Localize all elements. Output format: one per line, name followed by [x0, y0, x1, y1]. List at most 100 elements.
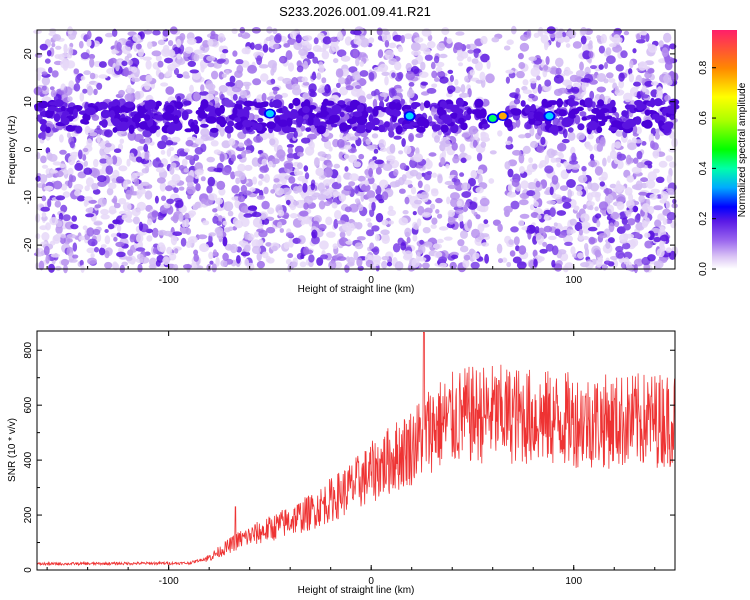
heatmap-band-cell	[395, 102, 402, 111]
heatmap-cell	[111, 155, 118, 165]
heatmap-band-cell	[352, 111, 363, 118]
y-tick-label: 0	[23, 146, 34, 152]
heatmap-cell	[66, 233, 77, 239]
heatmap-cell	[80, 75, 86, 81]
colorbar-gradient	[712, 30, 737, 269]
heatmap-cell	[174, 248, 179, 254]
heatmap-cell	[176, 53, 182, 60]
heatmap-cell	[160, 82, 169, 87]
heatmap-band-cell	[646, 101, 656, 107]
heatmap-cell	[220, 53, 226, 60]
heatmap-cell	[566, 228, 571, 236]
heatmap-cell	[285, 232, 294, 238]
heatmap-cell	[354, 198, 361, 204]
heatmap-band-cell	[82, 113, 91, 122]
heatmap-cell	[655, 176, 665, 183]
heatmap-cell	[458, 62, 464, 67]
heatmap-cell	[260, 73, 269, 82]
heatmap-cell	[353, 161, 362, 168]
heatmap-cell	[228, 138, 236, 146]
heatmap-cell	[147, 41, 153, 49]
heatmap-cell	[339, 231, 346, 239]
heatmap-hotspot	[265, 110, 274, 118]
heatmap-cell	[245, 84, 250, 90]
heatmap-band-cell	[372, 107, 379, 117]
heatmap-cell	[157, 242, 166, 252]
heatmap-cell	[148, 264, 157, 269]
heatmap-cell	[93, 158, 99, 168]
heatmap-cell	[384, 40, 390, 48]
heatmap-cell	[43, 245, 50, 256]
heatmap-cell	[111, 48, 117, 55]
heatmap-cell	[397, 46, 404, 53]
heatmap-band-cell	[292, 97, 301, 107]
heatmap-cell	[193, 253, 199, 262]
heatmap-cell	[241, 47, 250, 55]
heatmap-cell	[629, 60, 634, 69]
heatmap-cell	[599, 181, 605, 187]
heatmap-cell	[253, 135, 264, 143]
heatmap-cell	[131, 77, 141, 82]
heatmap-cell	[616, 153, 627, 161]
heatmap-cell	[582, 236, 589, 240]
heatmap-cell	[283, 241, 290, 250]
heatmap-cell	[200, 64, 205, 73]
heatmap-cell	[528, 93, 535, 99]
heatmap-cell	[193, 49, 204, 55]
heatmap-cell	[435, 61, 445, 68]
heatmap-cell	[157, 140, 167, 150]
heatmap-cell	[394, 261, 404, 271]
heatmap-cell	[98, 247, 106, 256]
heatmap-cell	[111, 177, 117, 184]
heatmap-cell	[206, 185, 213, 194]
heatmap-cell	[557, 249, 567, 255]
heatmap-cell	[103, 147, 111, 154]
heatmap-cell	[459, 143, 466, 153]
heatmap-cell	[433, 251, 443, 259]
heatmap-cell	[519, 166, 525, 174]
heatmap-cell	[60, 258, 70, 266]
heatmap-cell	[236, 255, 241, 264]
heatmap-cell	[420, 61, 426, 71]
heatmap-cell	[326, 231, 336, 238]
heatmap-cell	[551, 175, 559, 185]
heatmap-band-cell	[346, 118, 357, 125]
heatmap-band-cell	[450, 124, 459, 134]
heatmap-cell	[504, 161, 511, 170]
heatmap-cell	[561, 197, 572, 204]
heatmap-cell	[618, 79, 625, 89]
heatmap-cell	[476, 169, 484, 175]
heatmap-cell	[230, 154, 236, 162]
heatmap-cell	[358, 204, 364, 212]
heatmap-cell	[273, 89, 278, 95]
heatmap-cell	[324, 201, 331, 207]
heatmap-cell	[407, 183, 413, 189]
heatmap-cell	[235, 59, 244, 65]
heatmap-cell	[152, 158, 162, 168]
heatmap-band-cell	[57, 99, 64, 106]
heatmap-cell	[93, 221, 103, 226]
heatmap-cell	[603, 78, 609, 84]
heatmap-cell	[345, 240, 353, 245]
heatmap-cell	[217, 215, 223, 222]
heatmap-cell	[35, 175, 41, 182]
colorbar-tick-label: 0.4	[698, 161, 709, 175]
heatmap-cell	[96, 233, 102, 242]
heatmap-cell	[453, 42, 464, 51]
heatmap-cell	[106, 187, 114, 196]
heatmap-cell	[107, 223, 115, 230]
heatmap-cell	[652, 149, 660, 159]
heatmap-cell	[97, 181, 107, 188]
heatmap-cell	[193, 91, 201, 102]
heatmap-cell	[151, 50, 162, 57]
heatmap-cell	[599, 136, 606, 147]
heatmap-cell	[557, 142, 567, 152]
heatmap-cell	[104, 129, 113, 138]
heatmap-cell	[213, 149, 222, 155]
heatmap-cell	[78, 40, 84, 49]
heatmap-band-cell	[277, 119, 289, 127]
heatmap-band-cell	[216, 116, 226, 125]
heatmap-cell	[186, 37, 197, 45]
heatmap-cell	[594, 206, 599, 212]
heatmap-cell	[302, 92, 310, 100]
